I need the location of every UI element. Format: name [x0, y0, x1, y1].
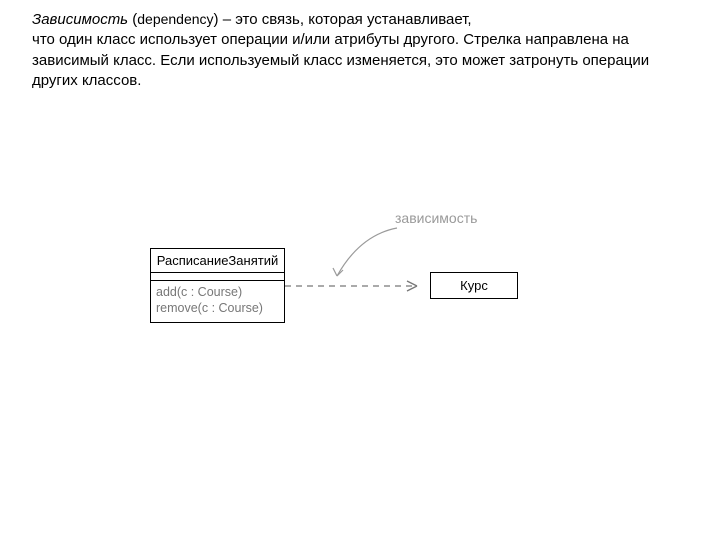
class-attributes-empty [151, 273, 284, 281]
description-paragraph: Зависимость (dependency) – это связь, ко… [32, 10, 690, 91]
dependency-arrow [285, 285, 430, 286]
op-remove: remove(c : Course) [156, 300, 279, 316]
rest-line1: – это связь, которая устанавливает, [219, 11, 472, 28]
uml-class-schedule: РасписаниеЗанятий add(c : Course) remove… [150, 248, 285, 323]
class-operations: add(c : Course) remove(c : Course) [151, 281, 284, 322]
term-code: dependency [137, 11, 213, 27]
rest-body: что один класс использует операции и/или… [32, 31, 649, 89]
uml-class-course: Курс [430, 272, 518, 299]
class-name: Курс [460, 278, 488, 293]
term-word: Зависимость [32, 11, 128, 28]
uml-diagram: зависимость РасписаниеЗанятий add(c : Co… [150, 200, 590, 400]
class-name: РасписаниеЗанятий [151, 249, 284, 273]
op-add: add(c : Course) [156, 284, 279, 300]
